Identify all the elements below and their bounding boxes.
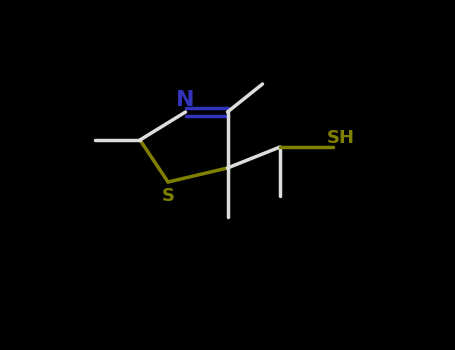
Text: N: N: [176, 90, 195, 110]
Text: SH: SH: [327, 129, 355, 147]
Text: S: S: [162, 187, 175, 205]
